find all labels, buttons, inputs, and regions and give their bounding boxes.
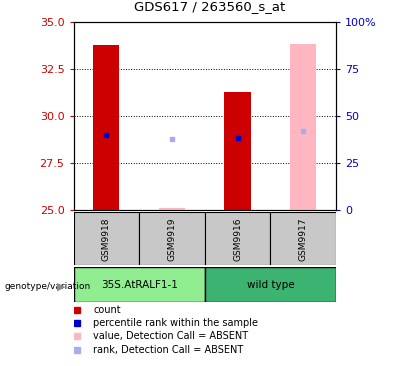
Text: genotype/variation: genotype/variation (4, 282, 90, 291)
Text: ▶: ▶ (57, 281, 65, 291)
Text: GSM9917: GSM9917 (299, 217, 308, 261)
Bar (74, 212, 139, 265)
Bar (74, 267, 205, 302)
Text: rank, Detection Call = ABSENT: rank, Detection Call = ABSENT (93, 345, 243, 355)
Bar (224, 92, 251, 210)
Text: 35S.AtRALF1-1: 35S.AtRALF1-1 (101, 280, 178, 290)
Bar (205, 212, 270, 265)
Bar (205, 267, 336, 302)
Text: GDS617 / 263560_s_at: GDS617 / 263560_s_at (134, 0, 286, 13)
Text: GSM9916: GSM9916 (233, 217, 242, 261)
Bar (290, 44, 316, 210)
Bar (270, 212, 336, 265)
Text: GSM9918: GSM9918 (102, 217, 111, 261)
Text: GSM9919: GSM9919 (168, 217, 176, 261)
Text: count: count (93, 305, 121, 315)
Text: wild type: wild type (247, 280, 294, 290)
Bar (93, 45, 119, 210)
Text: value, Detection Call = ABSENT: value, Detection Call = ABSENT (93, 331, 248, 341)
Bar (159, 208, 185, 210)
Bar (139, 212, 205, 265)
Text: percentile rank within the sample: percentile rank within the sample (93, 318, 258, 328)
